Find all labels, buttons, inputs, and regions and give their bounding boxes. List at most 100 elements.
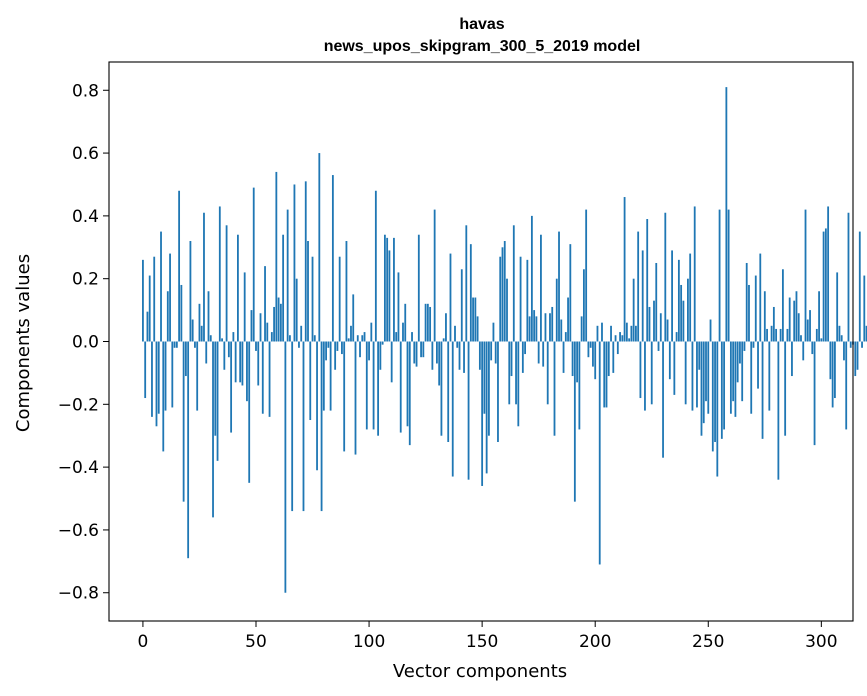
bar	[194, 341, 196, 348]
bar	[601, 322, 603, 342]
bar	[589, 341, 592, 348]
bar	[802, 341, 805, 361]
bar	[748, 284, 750, 342]
bar	[693, 206, 696, 342]
bar	[598, 341, 601, 565]
bar	[840, 335, 843, 342]
bar	[727, 209, 730, 342]
bar	[705, 341, 707, 402]
bar	[436, 341, 438, 364]
bar	[648, 306, 651, 342]
bar	[286, 209, 289, 342]
bar	[576, 341, 579, 383]
bar	[592, 341, 594, 367]
bar	[426, 303, 429, 342]
bar	[741, 341, 744, 402]
y-tick-label: −0.2	[58, 395, 99, 415]
bar	[492, 322, 495, 342]
bar	[184, 341, 187, 377]
bar	[307, 241, 309, 342]
bar	[460, 269, 463, 342]
bar	[318, 153, 321, 342]
bar	[440, 341, 443, 436]
bar	[716, 341, 719, 477]
bar	[433, 209, 436, 342]
bar	[429, 306, 432, 342]
bar	[153, 256, 156, 342]
bar	[196, 341, 199, 411]
bar	[191, 319, 194, 342]
bar	[562, 341, 565, 373]
bar	[155, 341, 158, 427]
plot-frame	[108, 61, 854, 622]
bar	[218, 206, 221, 342]
bar	[311, 256, 314, 342]
bar	[657, 341, 660, 351]
bar	[368, 341, 370, 361]
bar	[273, 306, 275, 342]
bar	[797, 313, 800, 342]
bar	[255, 341, 257, 351]
bar	[397, 272, 400, 342]
bar	[237, 234, 239, 342]
bar	[300, 325, 303, 342]
bar	[336, 341, 339, 351]
bar	[567, 297, 569, 342]
chart-title: havas	[459, 16, 504, 33]
bar	[700, 341, 703, 436]
bar	[474, 297, 477, 342]
bar	[291, 341, 294, 512]
bar	[234, 341, 237, 383]
bar	[836, 272, 839, 342]
bar	[381, 341, 384, 345]
bar	[809, 310, 811, 342]
bar	[671, 250, 673, 342]
bar	[232, 332, 235, 342]
bar	[526, 259, 529, 342]
bar	[359, 341, 361, 358]
bar	[655, 262, 658, 342]
bar	[316, 341, 318, 471]
bar	[834, 341, 836, 399]
bar	[698, 341, 701, 370]
bar	[406, 341, 409, 427]
bar	[696, 341, 698, 408]
bar	[777, 341, 780, 480]
bar	[469, 244, 472, 342]
bar	[791, 341, 793, 377]
bar	[610, 325, 612, 342]
bar	[542, 341, 545, 367]
bar	[630, 325, 633, 342]
bar	[508, 341, 511, 405]
bar	[223, 341, 226, 370]
y-axis-ticks: −0.8 −0.6 −0.4 −0.2 0.0 0.2 0.4 0.6 0.8	[58, 81, 109, 604]
x-tick-label: 200	[579, 632, 611, 652]
bar	[623, 197, 626, 342]
bar	[295, 278, 298, 342]
bar	[456, 341, 459, 348]
x-tick-label: 100	[353, 632, 385, 652]
bar	[227, 341, 230, 358]
bar	[205, 341, 208, 364]
bar	[259, 313, 262, 342]
bar	[818, 291, 820, 342]
bar	[752, 341, 755, 348]
bar	[327, 341, 330, 348]
bar	[743, 341, 746, 351]
bar	[175, 341, 178, 348]
bar	[723, 341, 726, 430]
bar	[225, 225, 228, 342]
bar	[277, 297, 280, 342]
bars-group	[142, 87, 867, 593]
bar	[691, 341, 694, 411]
x-tick-label: 150	[466, 632, 498, 652]
bar	[524, 341, 526, 355]
bar	[535, 316, 538, 342]
bar	[827, 206, 830, 342]
bar	[164, 341, 167, 411]
bar	[501, 247, 504, 342]
y-tick-label: 0.2	[72, 270, 99, 290]
bar	[845, 341, 848, 430]
bar	[151, 341, 153, 417]
